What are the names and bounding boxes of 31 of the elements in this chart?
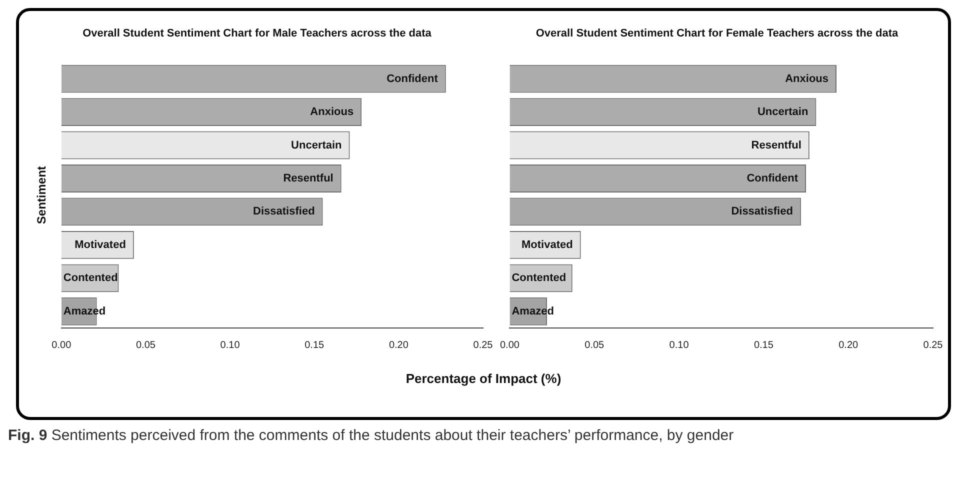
category-label: Contented	[63, 272, 118, 284]
x-tick-label: 0.05	[136, 340, 156, 351]
x-tick-label: 0.05	[584, 340, 605, 351]
category-label: Motivated	[522, 238, 573, 251]
category-label: Anxious	[785, 72, 829, 85]
x-tick-label: 0.15	[304, 340, 325, 351]
x-tick-label: 0.10	[669, 340, 690, 351]
x-tick-label: 0.25	[923, 340, 944, 351]
x-tick-label: 0.15	[754, 340, 774, 351]
category-label: Dissatisfied	[253, 206, 315, 218]
category-label: Uncertain	[757, 106, 808, 118]
x-tick-label: 0.00	[500, 340, 520, 351]
chart-title: Overall Student Sentiment Chart for Male Teachers across the data	[82, 28, 432, 40]
category-label: Confident	[386, 72, 438, 85]
x-tick-label: 0.10	[220, 340, 240, 351]
x-tick-label: 0.00	[52, 340, 72, 351]
x-axis-title: Percentage of Impact (%)	[404, 371, 562, 386]
category-label: Resentful	[283, 172, 334, 185]
y-axis-title: Sentiment	[34, 166, 49, 224]
category-label: Uncertain	[291, 139, 342, 152]
x-tick-label: 0.25	[473, 340, 494, 351]
category-label: Dissatisfied	[731, 206, 793, 218]
category-label: Motivated	[74, 238, 126, 251]
caption: Fig. 9 Sentiments perceived from the comments of the students about their teachers’ performance, by gender	[8, 426, 735, 446]
category-label: Anxious	[310, 106, 354, 118]
category-label: Confident	[746, 172, 798, 185]
x-tick-label: 0.20	[388, 340, 409, 351]
category-label: Contented	[512, 272, 566, 284]
x-tick-label: 0.20	[838, 340, 859, 351]
chart-title: Overall Student Sentiment Chart for Female Teachers across the data	[536, 28, 900, 40]
category-label: Resentful	[751, 139, 802, 152]
